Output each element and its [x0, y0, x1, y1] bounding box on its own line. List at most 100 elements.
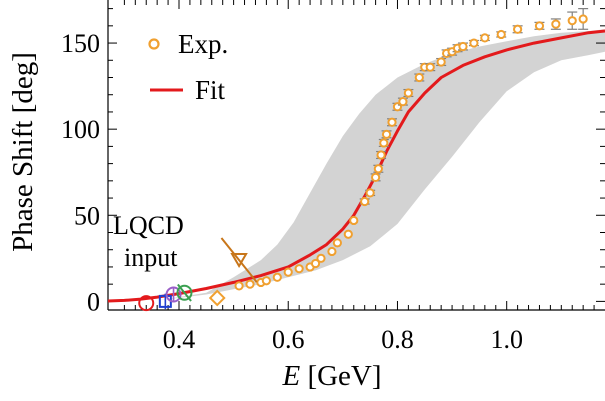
- exp-point: [370, 172, 381, 182]
- exp-point: [283, 267, 293, 277]
- y-tick-label: 150: [61, 29, 100, 58]
- exp-marker: [496, 29, 506, 40]
- lqcd-marker: [138, 295, 155, 312]
- x-tick-label: 0.6: [272, 325, 305, 354]
- exp-point: [272, 272, 282, 282]
- exp-point: [567, 11, 578, 30]
- exp-marker: [234, 281, 244, 291]
- y-tick-label: 0: [87, 287, 100, 316]
- exp-point: [349, 215, 359, 226]
- exp-marker: [469, 38, 479, 48]
- exp-point: [425, 62, 436, 72]
- exp-point: [512, 24, 523, 34]
- axes: 0.4 0.6 0.8 1.0 0 50 100 150: [61, 0, 605, 354]
- exp-marker: [360, 196, 370, 207]
- lqcd-point-square: [158, 293, 172, 310]
- exp-marker: [343, 229, 353, 239]
- exp-marker: [365, 188, 375, 198]
- legend-exp-label: Exp.: [178, 29, 228, 59]
- exp-marker: [294, 264, 304, 274]
- exp-point: [376, 150, 387, 160]
- lqcd-errorbar: [220, 237, 258, 283]
- exp-marker: [534, 21, 545, 31]
- legend-fit-label: Fit: [195, 75, 226, 105]
- exp-point: [496, 29, 507, 40]
- exp-point: [387, 117, 397, 127]
- lqcd-point-circle: [138, 295, 155, 312]
- exp-point: [294, 264, 304, 274]
- exp-point: [414, 72, 425, 83]
- lqcd-annotation-line2: input: [124, 243, 178, 272]
- exp-point: [397, 97, 408, 107]
- exp-marker: [283, 267, 293, 277]
- exp-point: [378, 138, 389, 148]
- exp-marker: [381, 129, 392, 139]
- exp-point: [373, 164, 384, 174]
- exp-marker: [513, 24, 523, 34]
- exp-point: [550, 18, 561, 30]
- fit-curve: [108, 29, 605, 303]
- exp-marker: [349, 215, 359, 226]
- exp-marker: [332, 238, 342, 248]
- svg-text:E [GeV]: E [GeV]: [281, 360, 381, 392]
- exp-point: [359, 196, 370, 207]
- exp-marker: [436, 57, 446, 67]
- fit-layer: [108, 29, 605, 303]
- x-axis-label-unit: [GeV]: [307, 360, 381, 392]
- exp-marker: [567, 16, 577, 26]
- exp-marker: [272, 272, 282, 282]
- exp-point: [316, 253, 326, 263]
- exp-marker: [480, 33, 490, 43]
- legend: Exp. Fit: [148, 29, 228, 105]
- exp-point: [458, 41, 468, 52]
- exp-point: [261, 276, 271, 286]
- lqcd-annotation: LQCD input: [113, 211, 184, 272]
- exp-point: [343, 229, 353, 239]
- lqcd-marker: [176, 284, 193, 301]
- x-tick-label: 0.8: [381, 325, 414, 354]
- lqcd-points-layer: [138, 237, 258, 312]
- exp-point: [365, 188, 376, 198]
- exp-point: [578, 8, 589, 30]
- legend-exp-marker: [148, 38, 160, 50]
- exp-marker: [387, 117, 397, 127]
- lqcd-point-circle: [165, 286, 182, 303]
- x-axis-label-var: E: [281, 360, 300, 392]
- lqcd-annotation-line1: LQCD: [113, 211, 184, 240]
- lqcd-point-triangle-down: [220, 237, 258, 283]
- exp-marker: [327, 246, 337, 257]
- experimental-points-layer: [234, 8, 589, 291]
- exp-marker: [261, 276, 271, 286]
- exp-marker: [245, 279, 255, 289]
- exp-point: [468, 38, 479, 48]
- exp-marker: [371, 172, 381, 182]
- lqcd-marker: [230, 253, 248, 269]
- exp-marker: [458, 41, 468, 52]
- exp-marker: [373, 164, 383, 174]
- exp-point: [310, 258, 321, 269]
- x-axis-label: E [GeV]: [281, 360, 381, 392]
- exp-point: [534, 21, 545, 31]
- exp-point: [245, 279, 255, 289]
- exp-point: [436, 57, 447, 67]
- lqcd-marker: [208, 289, 226, 307]
- exp-marker: [310, 258, 321, 269]
- y-tick-label: 50: [74, 201, 100, 230]
- exp-point: [479, 33, 490, 43]
- x-tick-label: 0.4: [163, 325, 196, 354]
- y-axis-label: Phase Shift [deg]: [7, 52, 39, 252]
- exp-marker: [379, 138, 389, 148]
- exp-marker: [414, 72, 424, 83]
- exp-point: [234, 281, 244, 291]
- exp-point: [327, 246, 337, 257]
- exp-marker: [376, 150, 386, 160]
- lqcd-marker: [165, 286, 182, 303]
- exp-point: [403, 88, 414, 98]
- y-tick-label: 100: [61, 115, 100, 144]
- lqcd-point-circle: [176, 283, 193, 302]
- exp-marker: [316, 253, 326, 263]
- exp-marker: [551, 19, 561, 29]
- exp-point: [332, 238, 342, 248]
